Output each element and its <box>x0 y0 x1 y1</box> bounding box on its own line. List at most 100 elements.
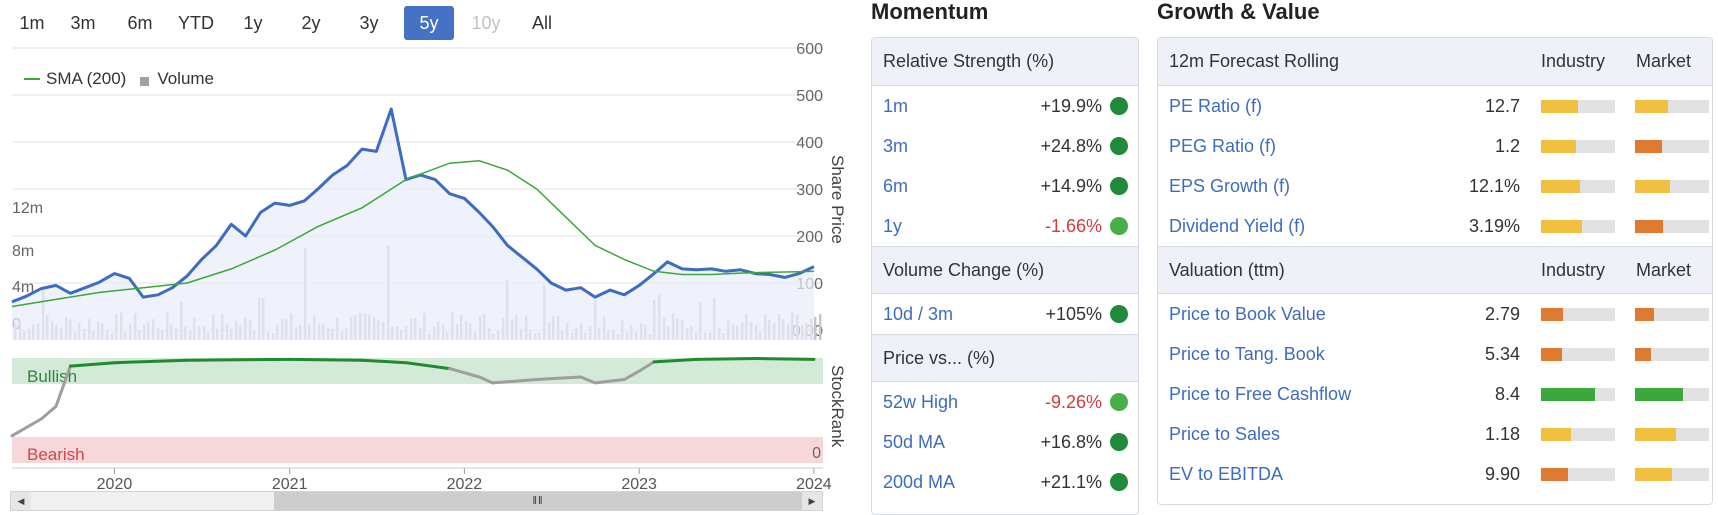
forecast-row: PEG Ratio (f) 1.2 <box>1158 126 1712 166</box>
relative-strength-link[interactable]: 6m <box>883 175 909 196</box>
scroll-right-button[interactable]: ▶ <box>802 492 822 510</box>
status-dot-icon <box>1110 217 1128 235</box>
stockrank-segment <box>754 357 816 361</box>
market-bar <box>1635 388 1709 401</box>
valuation-link[interactable]: EV to EBITDA <box>1169 463 1284 484</box>
price-vs-link[interactable]: 52w High <box>883 391 959 412</box>
caret-right-icon: ▶ <box>808 495 816 506</box>
grip-icon: ‖‖ <box>532 495 544 507</box>
range-tab-3y[interactable]: 3y <box>359 13 379 33</box>
price-vs-value: +21.1% <box>1040 471 1102 492</box>
stockrank-segment <box>68 361 116 368</box>
scroll-left-button[interactable]: ◀ <box>11 492 31 510</box>
market-bar-fill <box>1635 468 1672 481</box>
valuation-row: Price to Tang. Book 5.34 <box>1158 334 1712 374</box>
volume-change-row: 10d / 3m +105% <box>872 294 1138 334</box>
valuation-link[interactable]: Price to Book Value <box>1169 303 1326 324</box>
stockrank-segment <box>695 357 757 361</box>
forecast-row: EPS Growth (f) 12.1% <box>1158 166 1712 206</box>
bearish-label: Bearish <box>27 445 85 464</box>
caret-left-icon: ◀ <box>17 495 25 506</box>
range-tab-5y[interactable]: 5y <box>404 6 454 40</box>
forecast-link[interactable]: Dividend Yield (f) <box>1169 215 1306 236</box>
range-tab-ytd[interactable]: YTD <box>178 13 214 33</box>
industry-bar-fill <box>1541 308 1564 321</box>
bearish-band <box>12 437 823 463</box>
range-selector: 1m 3m 6m YTD 1y 2y 3y 5y 10y All <box>10 6 566 40</box>
price-vs-row: 50d MA +16.8% <box>872 422 1138 462</box>
status-dot-icon <box>1110 393 1128 411</box>
industry-bar <box>1541 468 1615 481</box>
relative-strength-link[interactable]: 3m <box>883 135 909 156</box>
valuation-link[interactable]: Price to Tang. Book <box>1169 343 1325 364</box>
stockrank-segment <box>448 367 481 379</box>
price-vs-value: +16.8% <box>1040 431 1102 452</box>
forecast-row: Dividend Yield (f) 3.19% <box>1158 206 1712 246</box>
forecast-value: 12.7 <box>1484 95 1520 116</box>
volume-legend-label[interactable]: Volume <box>157 69 215 88</box>
price-vs-link[interactable]: 50d MA <box>883 431 946 452</box>
industry-bar-fill <box>1541 468 1568 481</box>
stockrank-segment <box>491 378 539 385</box>
stockrank-segment <box>185 357 292 362</box>
range-tab-3m[interactable]: 3m <box>70 13 96 33</box>
status-dot-icon <box>1110 305 1128 323</box>
valuation-row: Price to Free Cashflow 8.4 <box>1158 374 1712 414</box>
stockrank-segment <box>535 375 583 381</box>
valuation-value: 8.4 <box>1494 383 1520 404</box>
market-column-header: Market <box>1636 259 1692 280</box>
forecast-header-label: 12m Forecast Rolling <box>1169 51 1340 71</box>
market-column-header: Market <box>1636 51 1692 71</box>
forecast-value: 12.1% <box>1468 175 1520 196</box>
range-tab-1m[interactable]: 1m <box>19 13 45 33</box>
stockrank-segment <box>404 361 452 371</box>
volume-change-header-label: Volume Change (%) <box>883 259 1045 280</box>
stockrank-segment <box>652 357 699 364</box>
relative-strength-link[interactable]: 1m <box>883 95 909 116</box>
price-vs-link[interactable]: 200d MA <box>883 471 956 492</box>
stockrank-segment <box>360 358 408 365</box>
relative-strength-link[interactable]: 1y <box>883 215 903 236</box>
industry-bar <box>1541 348 1615 361</box>
forecast-link[interactable]: PEG Ratio (f) <box>1169 135 1277 156</box>
sma-line <box>11 160 814 308</box>
sma-legend-swatch <box>24 78 40 80</box>
price-area <box>12 109 814 340</box>
valuation-link[interactable]: Price to Free Cashflow <box>1169 383 1352 404</box>
industry-bar-fill <box>1541 220 1582 233</box>
price-vs-header: Price vs... (%) <box>872 334 1138 382</box>
stockrank-axis-label: StockRank <box>828 365 847 448</box>
chart-scrollbar[interactable]: ◀ ‖‖ ▶ <box>10 491 823 511</box>
industry-bar-fill <box>1541 180 1581 193</box>
price-tick-label: 400 <box>796 135 823 152</box>
volume-change-link[interactable]: 10d / 3m <box>883 303 954 324</box>
range-tab-all[interactable]: All <box>531 13 552 33</box>
relative-strength-row: 1m +19.9% <box>872 86 1138 126</box>
valuation-value: 2.79 <box>1484 303 1520 324</box>
industry-bar <box>1541 308 1615 321</box>
range-tab-1y[interactable]: 1y <box>243 13 263 33</box>
industry-bar-fill <box>1541 388 1596 401</box>
growth-value-panel: 12m Forecast Rolling Industry Market PE Rat… <box>1157 37 1713 505</box>
range-tab-2y[interactable]: 2y <box>301 13 321 33</box>
industry-column-header: Industry <box>1541 259 1606 280</box>
chart-legend: SMA (200) Volume <box>24 69 214 89</box>
sma-legend-label[interactable]: SMA (200) <box>46 69 127 88</box>
industry-bar-fill <box>1541 140 1576 153</box>
industry-bar <box>1541 100 1615 113</box>
momentum-title: Momentum <box>871 0 989 24</box>
forecast-link[interactable]: PE Ratio (f) <box>1169 95 1263 116</box>
stockrank-segment <box>477 375 495 385</box>
x-tick-label: 2024 <box>796 476 832 493</box>
relative-strength-header-label: Relative Strength (%) <box>883 51 1055 71</box>
scroll-thumb[interactable]: ‖‖ <box>274 492 802 510</box>
status-dot-icon <box>1110 473 1128 491</box>
range-tab-10y: 10y <box>471 13 501 33</box>
market-bar <box>1635 100 1709 113</box>
valuation-link[interactable]: Price to Sales <box>1169 423 1281 444</box>
range-tab-6m[interactable]: 6m <box>127 13 153 33</box>
relative-strength-row: 6m +14.9% <box>872 166 1138 206</box>
stockrank-tick-label: 0 <box>812 445 821 462</box>
forecast-link[interactable]: EPS Growth (f) <box>1169 175 1291 196</box>
valuation-header-label: Valuation (ttm) <box>1169 259 1285 280</box>
